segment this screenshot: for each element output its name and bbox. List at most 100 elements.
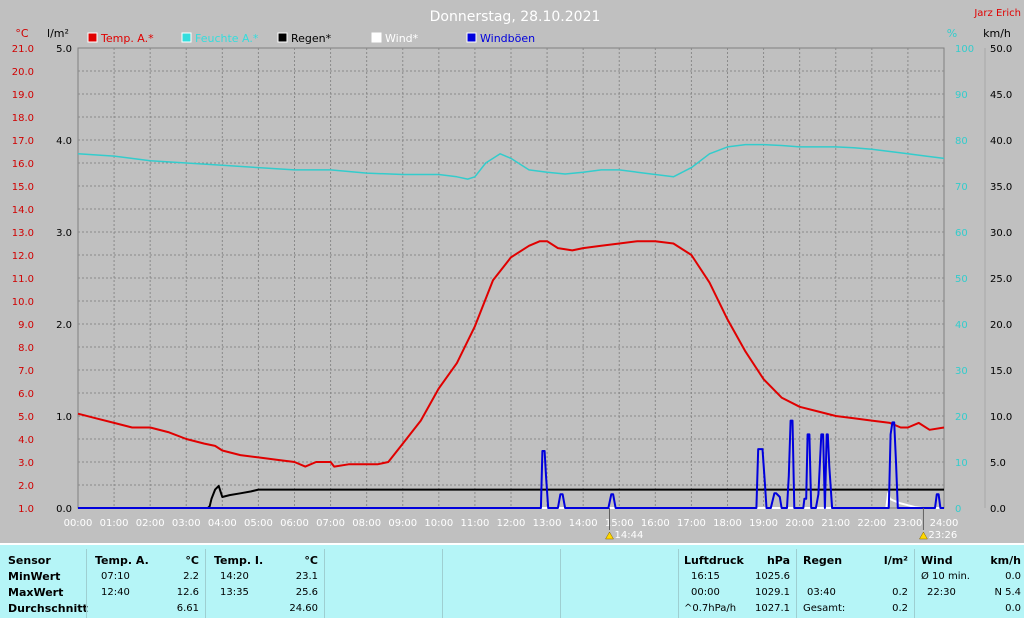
stats-pressure-panel: Luftdruck hPa 16:15 1025.6 00:00 1029.1 … bbox=[678, 549, 796, 618]
wind-tick-label: 25.0 bbox=[990, 274, 1012, 285]
x-tick-label: 01:00 bbox=[100, 518, 129, 529]
x-tick-label: 06:00 bbox=[280, 518, 309, 529]
stats-sensor-panel: Sensor MinWert MaxWert Durchschnitt bbox=[0, 549, 88, 618]
wind-tick-label: 10.0 bbox=[990, 412, 1012, 423]
stats-wind-header: Wind bbox=[921, 554, 953, 567]
stats-min-label: MinWert bbox=[8, 570, 61, 583]
humidity-tick-label: 50 bbox=[955, 274, 968, 285]
temp-tick-label: 17.0 bbox=[12, 136, 34, 147]
stats-temp-i-min-value: 23.1 bbox=[295, 571, 318, 582]
x-tick-label: 24:00 bbox=[930, 518, 959, 529]
x-tick-label: 05:00 bbox=[244, 518, 273, 529]
series-line bbox=[78, 419, 944, 509]
chart-title: Donnerstag, 28.10.2021 bbox=[430, 9, 601, 25]
temp-tick-label: 15.0 bbox=[12, 182, 34, 193]
stats-max-label: MaxWert bbox=[8, 586, 64, 599]
temp-tick-label: 7.0 bbox=[18, 366, 34, 377]
x-tick-label: 13:00 bbox=[533, 518, 562, 529]
x-tick-label: 17:00 bbox=[677, 518, 706, 529]
x-tick-label: 23:00 bbox=[894, 518, 923, 529]
stats-temp-i-panel: Temp. I. °C 14:20 23.1 13:35 25.6 24.60 bbox=[205, 549, 324, 618]
stats-pressure-min-value: 1025.6 bbox=[755, 571, 790, 582]
wind-tick-label: 45.0 bbox=[990, 90, 1012, 101]
humidity-tick-label: 10 bbox=[955, 458, 968, 469]
stats-pressure-unit: hPa bbox=[766, 554, 790, 567]
wind-tick-label: 30.0 bbox=[990, 228, 1012, 239]
stats-sensor-header: Sensor bbox=[8, 554, 51, 567]
stats-pressure-trend-label: ^0.7hPa/h bbox=[684, 603, 737, 614]
series-line bbox=[78, 484, 944, 509]
chart-plot bbox=[77, 143, 945, 509]
stats-rain-total-label: Gesamt: bbox=[803, 603, 846, 614]
stats-temp-i-unit: °C bbox=[304, 554, 318, 567]
x-tick-label: 18:00 bbox=[713, 518, 742, 529]
x-tick-label: 00:00 bbox=[64, 518, 93, 529]
humidity-tick-label: 100 bbox=[955, 44, 974, 55]
temp-tick-label: 5.0 bbox=[18, 412, 34, 423]
wind-tick-label: 15.0 bbox=[990, 366, 1012, 377]
rain-tick-label: 2.0 bbox=[56, 320, 72, 331]
x-tick-label: 08:00 bbox=[352, 518, 381, 529]
stats-pressure-trend-value: 1027.1 bbox=[755, 603, 790, 614]
rain-tick-label: 4.0 bbox=[56, 136, 72, 147]
temp-tick-label: 2.0 bbox=[18, 481, 34, 492]
stats-pressure-header: Luftdruck bbox=[684, 554, 744, 567]
marker-icon bbox=[919, 531, 928, 540]
x-tick-label: 14:00 bbox=[569, 518, 598, 529]
stats-rain-unit: l/m² bbox=[883, 554, 908, 567]
stats-temp-i-min-time: 14:20 bbox=[220, 571, 249, 582]
temp-tick-label: 6.0 bbox=[18, 389, 34, 400]
stats-rain-panel: Regen l/m² 03:40 0.2 Gesamt: 0.2 bbox=[796, 549, 914, 618]
temp-tick-label: 11.0 bbox=[12, 274, 34, 285]
stats-avg-label: Durchschnitt bbox=[8, 602, 88, 615]
author-label: Jarz Erich bbox=[973, 8, 1021, 19]
chart-background bbox=[0, 0, 1024, 543]
stats-temp-a-avg: 6.61 bbox=[176, 603, 199, 614]
stats-wind-avg: 0.0 bbox=[1005, 603, 1021, 614]
wind-tick-label: 35.0 bbox=[990, 182, 1012, 193]
temp-tick-label: 9.0 bbox=[18, 320, 34, 331]
temp-tick-label: 20.0 bbox=[12, 67, 34, 78]
humidity-unit-label: % bbox=[947, 27, 957, 40]
stats-temp-i-max-value: 25.6 bbox=[295, 587, 318, 598]
stats-empty-panel-2 bbox=[442, 549, 560, 618]
stats-rain-header: Regen bbox=[803, 554, 843, 567]
stats-wind-panel: Wind km/h Ø 10 min. 0.0 22:30 N 5.4 0.0 bbox=[914, 549, 1024, 618]
x-tick-label: 21:00 bbox=[821, 518, 850, 529]
stats-temp-a-min-value: 2.2 bbox=[183, 571, 199, 582]
temp-tick-label: 18.0 bbox=[12, 113, 34, 124]
temp-tick-label: 14.0 bbox=[12, 205, 34, 216]
marker-label: 23:26 bbox=[928, 530, 957, 541]
x-tick-label: 09:00 bbox=[388, 518, 417, 529]
stats-temp-a-max-value: 12.6 bbox=[176, 587, 199, 598]
legend-label: Windböen bbox=[480, 32, 535, 45]
stats-rain-total-value: 0.2 bbox=[892, 603, 908, 614]
legend-swatch bbox=[466, 32, 477, 43]
temp-tick-label: 16.0 bbox=[12, 159, 34, 170]
stats-rain-max-value: 0.2 bbox=[892, 587, 908, 598]
temp-tick-label: 3.0 bbox=[18, 458, 34, 469]
x-tick-label: 20:00 bbox=[785, 518, 814, 529]
legend-label: Wind* bbox=[385, 32, 419, 45]
wind-tick-label: 50.0 bbox=[990, 44, 1012, 55]
x-tick-label: 04:00 bbox=[208, 518, 237, 529]
temp-tick-label: 10.0 bbox=[12, 297, 34, 308]
humidity-tick-label: 80 bbox=[955, 136, 968, 147]
x-tick-label: 10:00 bbox=[424, 518, 453, 529]
rain-tick-label: 0.0 bbox=[56, 504, 72, 515]
humidity-tick-label: 70 bbox=[955, 182, 968, 193]
x-tick-label: 15:00 bbox=[605, 518, 634, 529]
stats-temp-a-header: Temp. A. bbox=[95, 554, 149, 567]
x-tick-label: 19:00 bbox=[749, 518, 778, 529]
legend-swatch bbox=[87, 32, 98, 43]
marker-icon bbox=[605, 531, 614, 540]
humidity-tick-label: 40 bbox=[955, 320, 968, 331]
stats-wind-min-value: 0.0 bbox=[1005, 571, 1021, 582]
temp-tick-label: 1.0 bbox=[18, 504, 34, 515]
stats-wind-unit: km/h bbox=[990, 554, 1021, 567]
stats-empty-panel-3 bbox=[560, 549, 678, 618]
stats-temp-i-header: Temp. I. bbox=[214, 554, 264, 567]
x-tick-label: 07:00 bbox=[316, 518, 345, 529]
stats-pressure-min-time: 16:15 bbox=[691, 571, 720, 582]
humidity-tick-label: 90 bbox=[955, 90, 968, 101]
